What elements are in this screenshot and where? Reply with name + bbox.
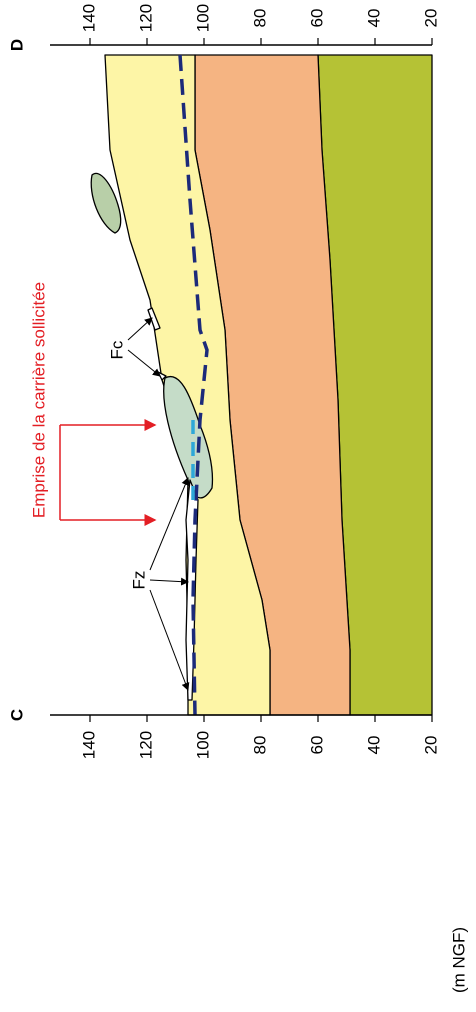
emprise-bracket <box>59 419 157 526</box>
tick-label: 40 <box>364 736 383 755</box>
lens-green-small <box>90 172 122 234</box>
tick-label: 120 <box>136 731 155 759</box>
label-start: C <box>7 709 26 721</box>
tick-label: 140 <box>79 4 98 32</box>
tick-label: 80 <box>250 9 269 28</box>
lens-green <box>163 375 214 499</box>
annotation-fz: Fz <box>129 571 148 590</box>
tick-label: 20 <box>421 736 440 755</box>
water-table <box>178 54 209 716</box>
tick-label: 40 <box>364 9 383 28</box>
tick-label: 120 <box>136 4 155 32</box>
tick-label: 100 <box>193 4 212 32</box>
annotation-fc: Fc <box>107 340 126 359</box>
annotation-emprise: Emprise de la carrière sollicitée <box>29 282 48 518</box>
tick-label: 60 <box>307 9 326 28</box>
label-end: D <box>7 39 26 51</box>
tick-label: 100 <box>193 731 212 759</box>
arrows <box>127 317 190 691</box>
tick-label: 80 <box>250 736 269 755</box>
tick-label: 20 <box>421 9 440 28</box>
axis-unit: (m NGF) <box>449 927 468 993</box>
axis-ticks: 140 120 100 80 60 40 20 140 120 100 80 60 40 20 <box>79 4 440 759</box>
tick-label: 60 <box>307 736 326 755</box>
tick-label: 140 <box>79 731 98 759</box>
